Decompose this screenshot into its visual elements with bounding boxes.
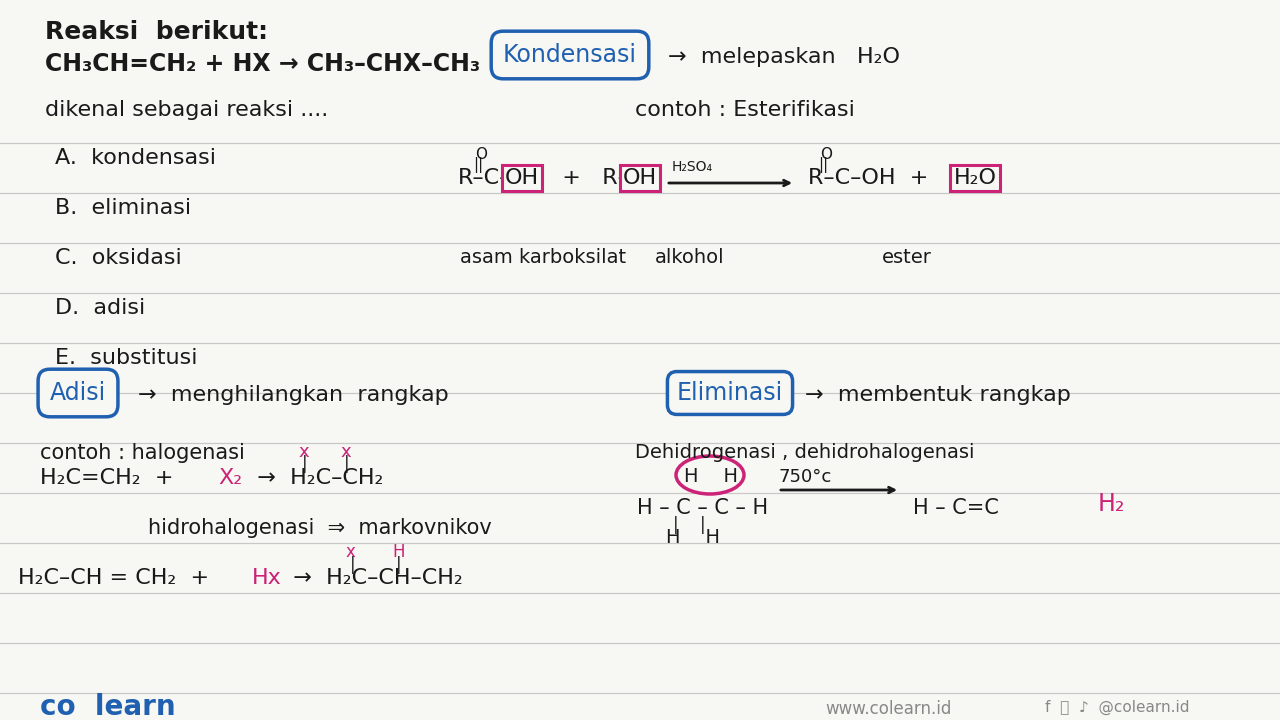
Text: www.colearn.id: www.colearn.id [826, 700, 951, 718]
Text: alkohol: alkohol [655, 248, 724, 267]
Text: x: x [298, 443, 308, 461]
Text: H    H: H H [684, 467, 739, 485]
Text: co  learn: co learn [40, 693, 175, 720]
Text: |: | [396, 556, 402, 574]
Text: OH: OH [623, 168, 657, 188]
Text: 750°c: 750°c [778, 468, 831, 486]
Text: CH₃CH=CH₂ + HX → CH₃–CHX–CH₃: CH₃CH=CH₂ + HX → CH₃–CHX–CH₃ [45, 52, 480, 76]
Text: x: x [346, 543, 356, 561]
Text: ester: ester [882, 248, 932, 267]
Text: A.  kondensasi: A. kondensasi [55, 148, 216, 168]
Text: |: | [349, 556, 356, 574]
Text: |: | [700, 516, 705, 534]
Text: O: O [475, 147, 486, 162]
Text: ||: || [818, 157, 828, 173]
Text: →  H₂C–CH–CH₂: → H₂C–CH–CH₂ [279, 568, 463, 588]
Text: O: O [820, 147, 832, 162]
Text: H₂SO₄: H₂SO₄ [672, 160, 713, 174]
Text: +   R–: + R– [548, 168, 628, 188]
Text: B.  eliminasi: B. eliminasi [55, 198, 191, 218]
Text: →  membentuk rangkap: → membentuk rangkap [805, 385, 1071, 405]
Text: H₂O: H₂O [954, 168, 997, 188]
Text: X₂: X₂ [218, 468, 242, 488]
Text: asam karboksilat: asam karboksilat [460, 248, 626, 267]
Text: →  melepaskan   H₂O: → melepaskan H₂O [668, 47, 900, 67]
Text: Reaksi  berikut:: Reaksi berikut: [45, 20, 268, 44]
Text: Eliminasi: Eliminasi [677, 381, 783, 405]
Text: |: | [344, 455, 349, 473]
Text: f  ⓘ  ♪  @colearn.id: f ⓘ ♪ @colearn.id [1044, 700, 1189, 715]
Text: Hx: Hx [252, 568, 282, 588]
Text: H₂C=CH₂  +: H₂C=CH₂ + [40, 468, 188, 488]
Text: E.  substitusi: E. substitusi [55, 348, 197, 368]
Text: H    H: H H [666, 528, 719, 547]
Text: H: H [392, 543, 404, 561]
Text: contoh : halogenasi: contoh : halogenasi [40, 443, 244, 463]
Text: R–C–: R–C– [458, 168, 512, 188]
Text: H – C – C – H: H – C – C – H [637, 498, 768, 518]
Text: Dehidrogenasi , dehidrohalogenasi: Dehidrogenasi , dehidrohalogenasi [635, 443, 974, 462]
Text: |: | [302, 455, 307, 473]
Text: |: | [673, 516, 678, 534]
Text: hidrohalogenasi  ⇒  markovnikov: hidrohalogenasi ⇒ markovnikov [148, 518, 492, 538]
Text: H – C=C: H – C=C [913, 498, 998, 518]
Text: Kondensasi: Kondensasi [503, 43, 637, 67]
Text: ||: || [474, 157, 484, 173]
Text: Adisi: Adisi [50, 381, 106, 405]
Text: x: x [340, 443, 351, 461]
Text: →  menghilangkan  rangkap: → menghilangkan rangkap [138, 385, 449, 405]
Text: D.  adisi: D. adisi [55, 298, 145, 318]
Text: OH: OH [504, 168, 539, 188]
Text: R–C–OH  +: R–C–OH + [808, 168, 928, 188]
Text: C.  oksidasi: C. oksidasi [55, 248, 182, 268]
Text: H₂C–CH = CH₂  +: H₂C–CH = CH₂ + [18, 568, 224, 588]
Text: H₂: H₂ [1098, 492, 1125, 516]
Text: →  H₂C–CH₂: → H₂C–CH₂ [243, 468, 384, 488]
Text: contoh : Esterifikasi: contoh : Esterifikasi [635, 100, 855, 120]
Text: dikenal sebagai reaksi ....: dikenal sebagai reaksi .... [45, 100, 328, 120]
